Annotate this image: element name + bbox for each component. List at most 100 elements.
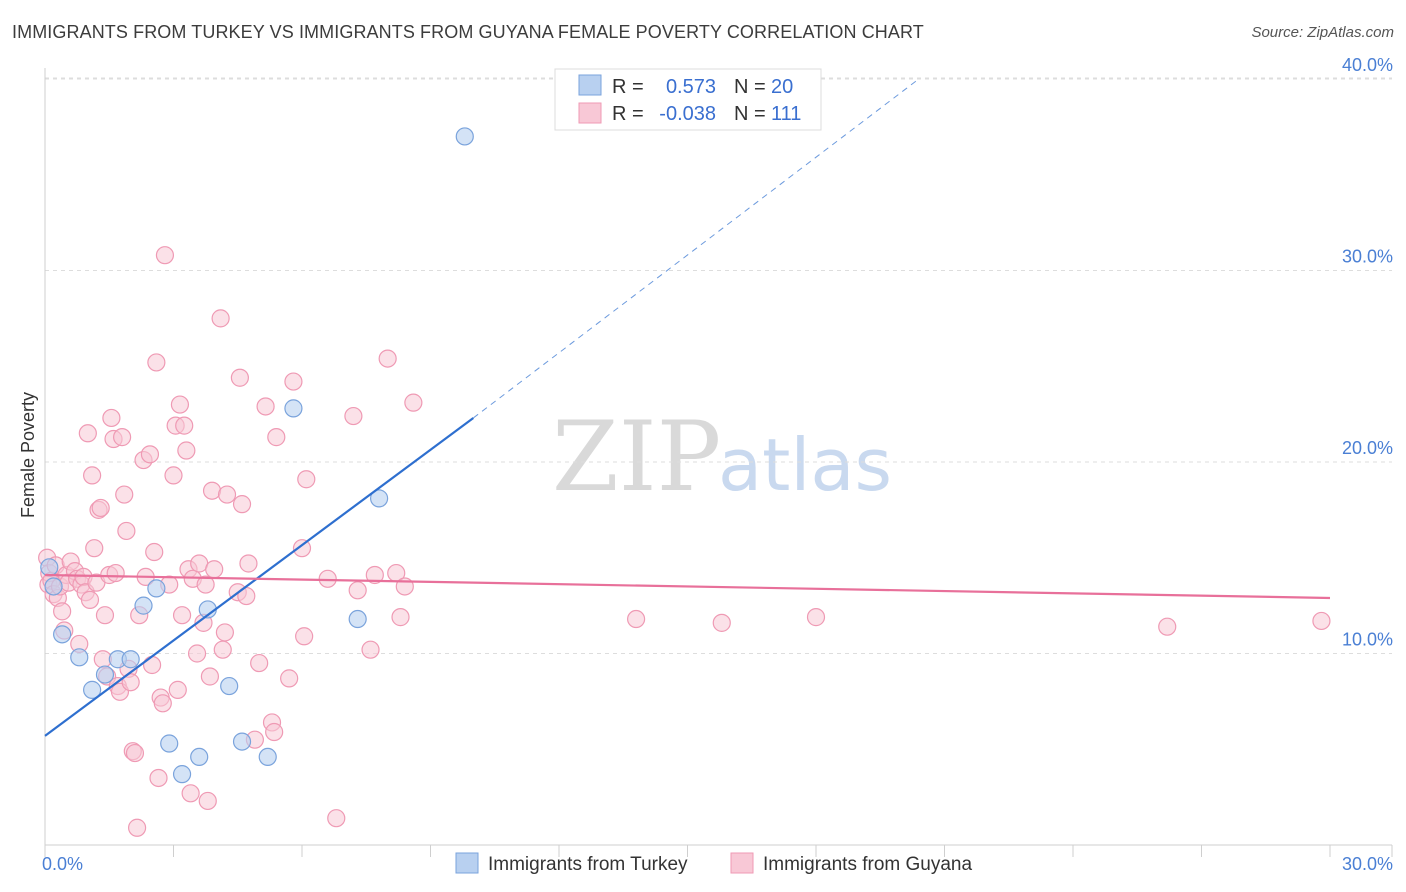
turkey-point <box>284 399 303 418</box>
guyana-point <box>78 424 97 443</box>
guyana-point <box>215 623 234 642</box>
turkey-point <box>348 609 367 629</box>
turkey-point <box>160 734 179 753</box>
guyana-point <box>164 466 183 485</box>
guyana-point <box>1158 617 1177 636</box>
guyana-point <box>280 669 299 688</box>
x-tick-labels: 0.0% 30.0% <box>42 854 1393 874</box>
legend-turkey-label: Immigrants from Turkey <box>488 854 688 875</box>
turkey-point <box>232 732 252 751</box>
guyana-point <box>284 372 303 391</box>
guyana-point <box>1312 611 1331 631</box>
turkey-point <box>53 625 72 644</box>
guyana-point <box>213 640 232 659</box>
guyana-point <box>170 395 190 414</box>
turkey-point <box>220 676 239 696</box>
guyana-point <box>344 406 363 426</box>
guyana-point <box>53 602 72 621</box>
turkey-point <box>258 747 277 767</box>
guyana-point <box>145 542 164 562</box>
stats-guyana-r-label: R = <box>612 103 644 125</box>
guyana-point <box>117 521 136 541</box>
guyana-trendline <box>44 573 1331 600</box>
turkey-point <box>370 489 389 508</box>
turkey-point <box>455 127 474 146</box>
guyana-point <box>230 368 249 387</box>
guyana-point <box>292 539 312 558</box>
guyana-point <box>80 590 100 609</box>
stats-turkey-n-label: N = <box>734 76 766 98</box>
guyana-point <box>806 608 826 627</box>
series-turkey-points <box>40 127 474 784</box>
guyana-point <box>391 608 410 627</box>
stats-turkey-r-value: 0.573 <box>666 76 716 98</box>
stats-turkey-r-label: R = <box>612 76 644 98</box>
trendlines <box>44 78 1331 737</box>
turkey-point <box>172 765 192 784</box>
chart-title: IMMIGRANTS FROM TURKEY VS IMMIGRANTS FRO… <box>12 22 924 42</box>
guyana-point <box>202 481 222 500</box>
guyana-point <box>626 609 646 629</box>
guyana-point <box>168 680 187 699</box>
guyana-point <box>361 640 380 659</box>
guyana-point <box>181 784 200 803</box>
guyana-point <box>112 428 132 447</box>
x-tick-label: 30.0% <box>1342 854 1393 874</box>
guyana-point <box>404 393 423 412</box>
stats-guyana-r-value: -0.038 <box>659 103 716 125</box>
guyana-point <box>327 809 346 828</box>
guyana-point <box>198 791 217 811</box>
guyana-point <box>172 606 192 625</box>
axes <box>44 68 1393 857</box>
guyana-point <box>217 485 237 504</box>
guyana-point <box>142 655 162 675</box>
turkey-point <box>134 596 153 615</box>
y-tick-label: 30.0% <box>1342 247 1393 267</box>
guyana-point <box>265 722 284 742</box>
guyana-point <box>149 768 168 788</box>
stats-guyana-n-label: N = <box>734 103 766 125</box>
turkey-point <box>44 577 63 596</box>
turkey-point <box>40 558 59 577</box>
turkey-trendline <box>44 417 474 737</box>
guyana-point <box>295 627 314 646</box>
turkey-point <box>190 747 209 767</box>
guyana-point <box>211 309 230 328</box>
guyana-point <box>106 563 125 583</box>
guyana-point <box>239 554 258 573</box>
guyana-point <box>177 441 196 460</box>
stats-guyana-swatch <box>578 102 602 124</box>
guyana-point <box>102 408 121 428</box>
y-tick-labels: 10.0% 20.0% 30.0% 40.0% <box>1342 55 1393 650</box>
series-guyana-points <box>38 246 1331 837</box>
y-axis-label: Female Poverty <box>18 392 38 518</box>
y-tick-label: 10.0% <box>1342 630 1393 650</box>
guyana-point <box>250 653 269 673</box>
turkey-point <box>121 650 140 669</box>
turkey-point <box>83 680 102 699</box>
guyana-point <box>91 498 110 518</box>
turkey-trendline-extension <box>473 78 920 419</box>
guyana-point <box>256 397 275 416</box>
turkey-point <box>95 665 115 684</box>
guyana-point <box>267 428 286 447</box>
turkey-point <box>70 648 89 667</box>
guyana-point <box>95 606 115 625</box>
watermark-zip: ZIP <box>552 401 721 513</box>
guyana-point <box>200 667 220 686</box>
guyana-point <box>85 539 104 558</box>
guyana-point <box>125 743 145 763</box>
guyana-point <box>127 818 147 837</box>
guyana-point <box>153 694 172 713</box>
legend: Immigrants from Turkey Immigrants from G… <box>455 852 972 875</box>
guyana-point <box>175 416 194 435</box>
watermark-atlas: atlas <box>718 423 892 507</box>
guyana-point <box>348 581 367 600</box>
source-label: Source: ZipAtlas.com <box>1251 24 1394 41</box>
guyana-point <box>83 466 102 485</box>
guyana-point <box>187 644 207 663</box>
stats-turkey-swatch <box>578 74 602 96</box>
guyana-point <box>155 246 175 265</box>
x-tick-label: 0.0% <box>42 854 83 874</box>
